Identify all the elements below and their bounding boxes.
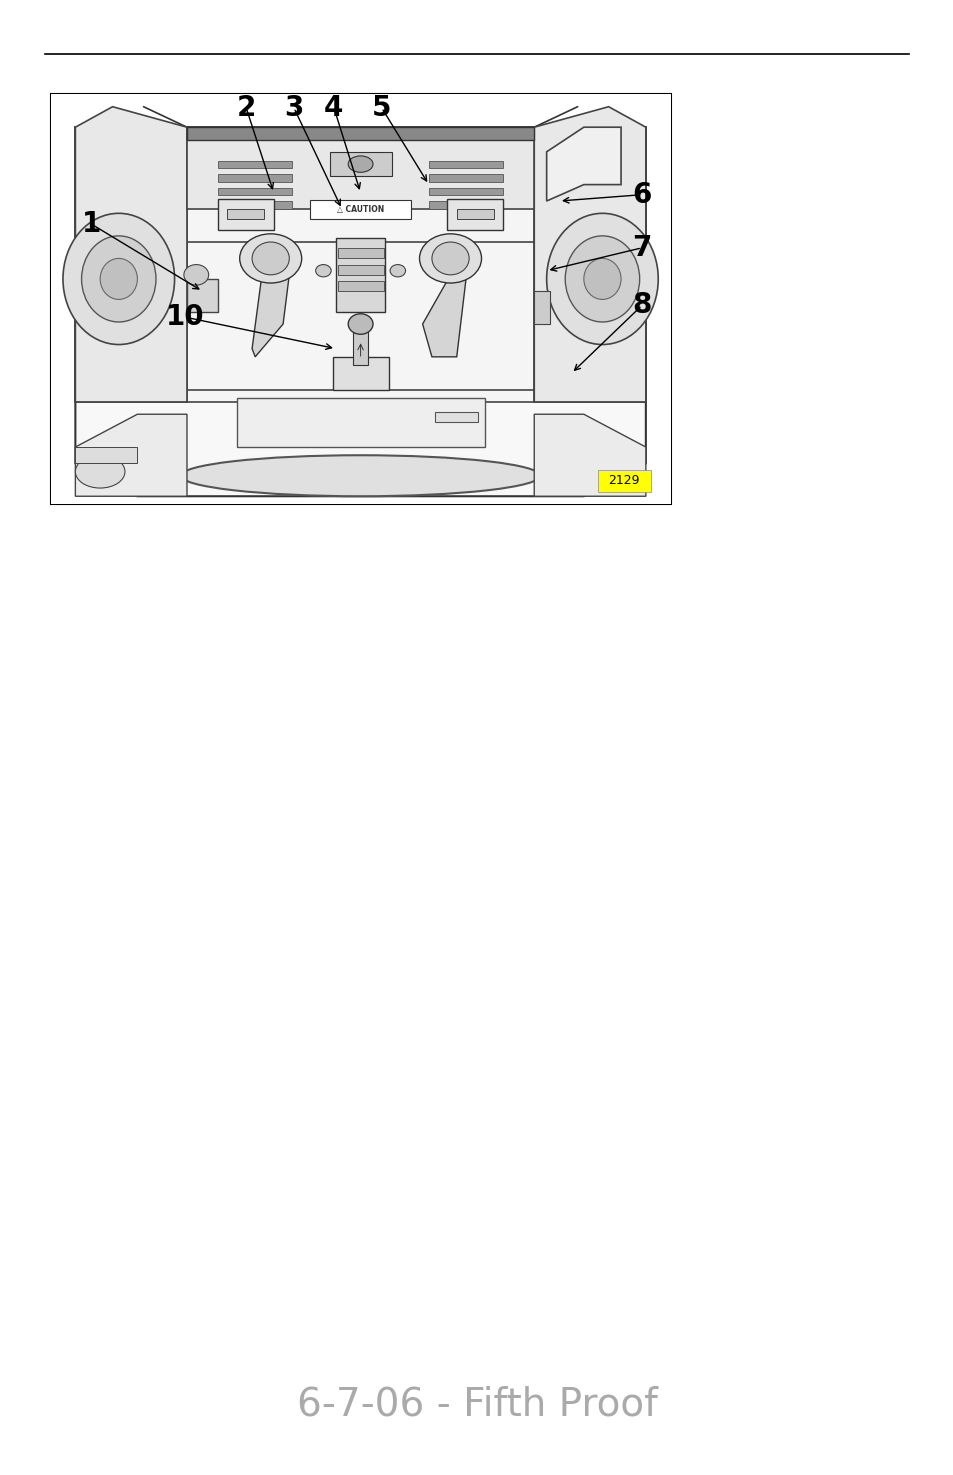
Bar [428,187,503,195]
Bar [435,412,477,422]
Bar [337,280,383,291]
Polygon shape [534,414,645,496]
Bar [217,174,292,181]
Text: 6: 6 [632,181,651,208]
Polygon shape [534,106,645,401]
Bar [329,152,391,177]
Ellipse shape [81,236,156,322]
Bar [187,127,534,140]
Bar [217,202,292,209]
Bar [428,174,503,181]
Bar [335,237,385,311]
Bar [75,447,137,463]
Ellipse shape [63,214,174,345]
Ellipse shape [432,242,469,274]
Text: 7: 7 [632,235,651,261]
Bar [598,469,650,493]
Ellipse shape [252,242,289,274]
Ellipse shape [239,235,301,283]
Polygon shape [456,209,494,220]
Bar [353,327,368,364]
Ellipse shape [75,456,125,488]
Ellipse shape [348,314,373,335]
Bar [236,398,484,447]
Text: 8: 8 [632,292,651,319]
Ellipse shape [583,258,620,299]
Bar [337,248,383,258]
Polygon shape [534,127,645,401]
Polygon shape [422,274,465,357]
Ellipse shape [315,264,331,277]
Bar [217,199,274,230]
Bar [428,202,503,209]
Ellipse shape [184,264,209,285]
Polygon shape [75,127,187,401]
Bar [333,357,388,389]
Bar [187,127,534,209]
FancyBboxPatch shape [310,199,411,218]
Ellipse shape [348,156,373,173]
Text: 10: 10 [166,304,204,330]
Bar [337,264,383,274]
Ellipse shape [564,236,639,322]
Bar [447,199,502,230]
Ellipse shape [390,264,405,277]
Text: 1: 1 [82,211,101,237]
Bar [534,291,549,324]
Polygon shape [75,414,187,496]
Text: 6-7-06 - Fifth Proof: 6-7-06 - Fifth Proof [296,1385,657,1423]
Bar [51,94,670,504]
Polygon shape [227,209,264,220]
Text: △ CAUTION: △ CAUTION [336,205,384,214]
Ellipse shape [100,258,137,299]
Text: 5: 5 [372,94,391,121]
Bar [428,161,503,168]
Text: 2129: 2129 [608,475,639,487]
Text: 3: 3 [284,94,303,121]
Bar [217,161,292,168]
Ellipse shape [546,214,658,345]
Polygon shape [546,127,620,201]
Text: 2: 2 [236,94,255,121]
Polygon shape [75,106,187,401]
Bar [217,187,292,195]
Ellipse shape [180,456,539,496]
Bar [51,94,670,504]
Polygon shape [75,127,645,496]
Ellipse shape [419,235,481,283]
Bar [187,127,534,401]
Text: 4: 4 [324,94,343,121]
Polygon shape [252,274,289,357]
Polygon shape [187,279,217,311]
